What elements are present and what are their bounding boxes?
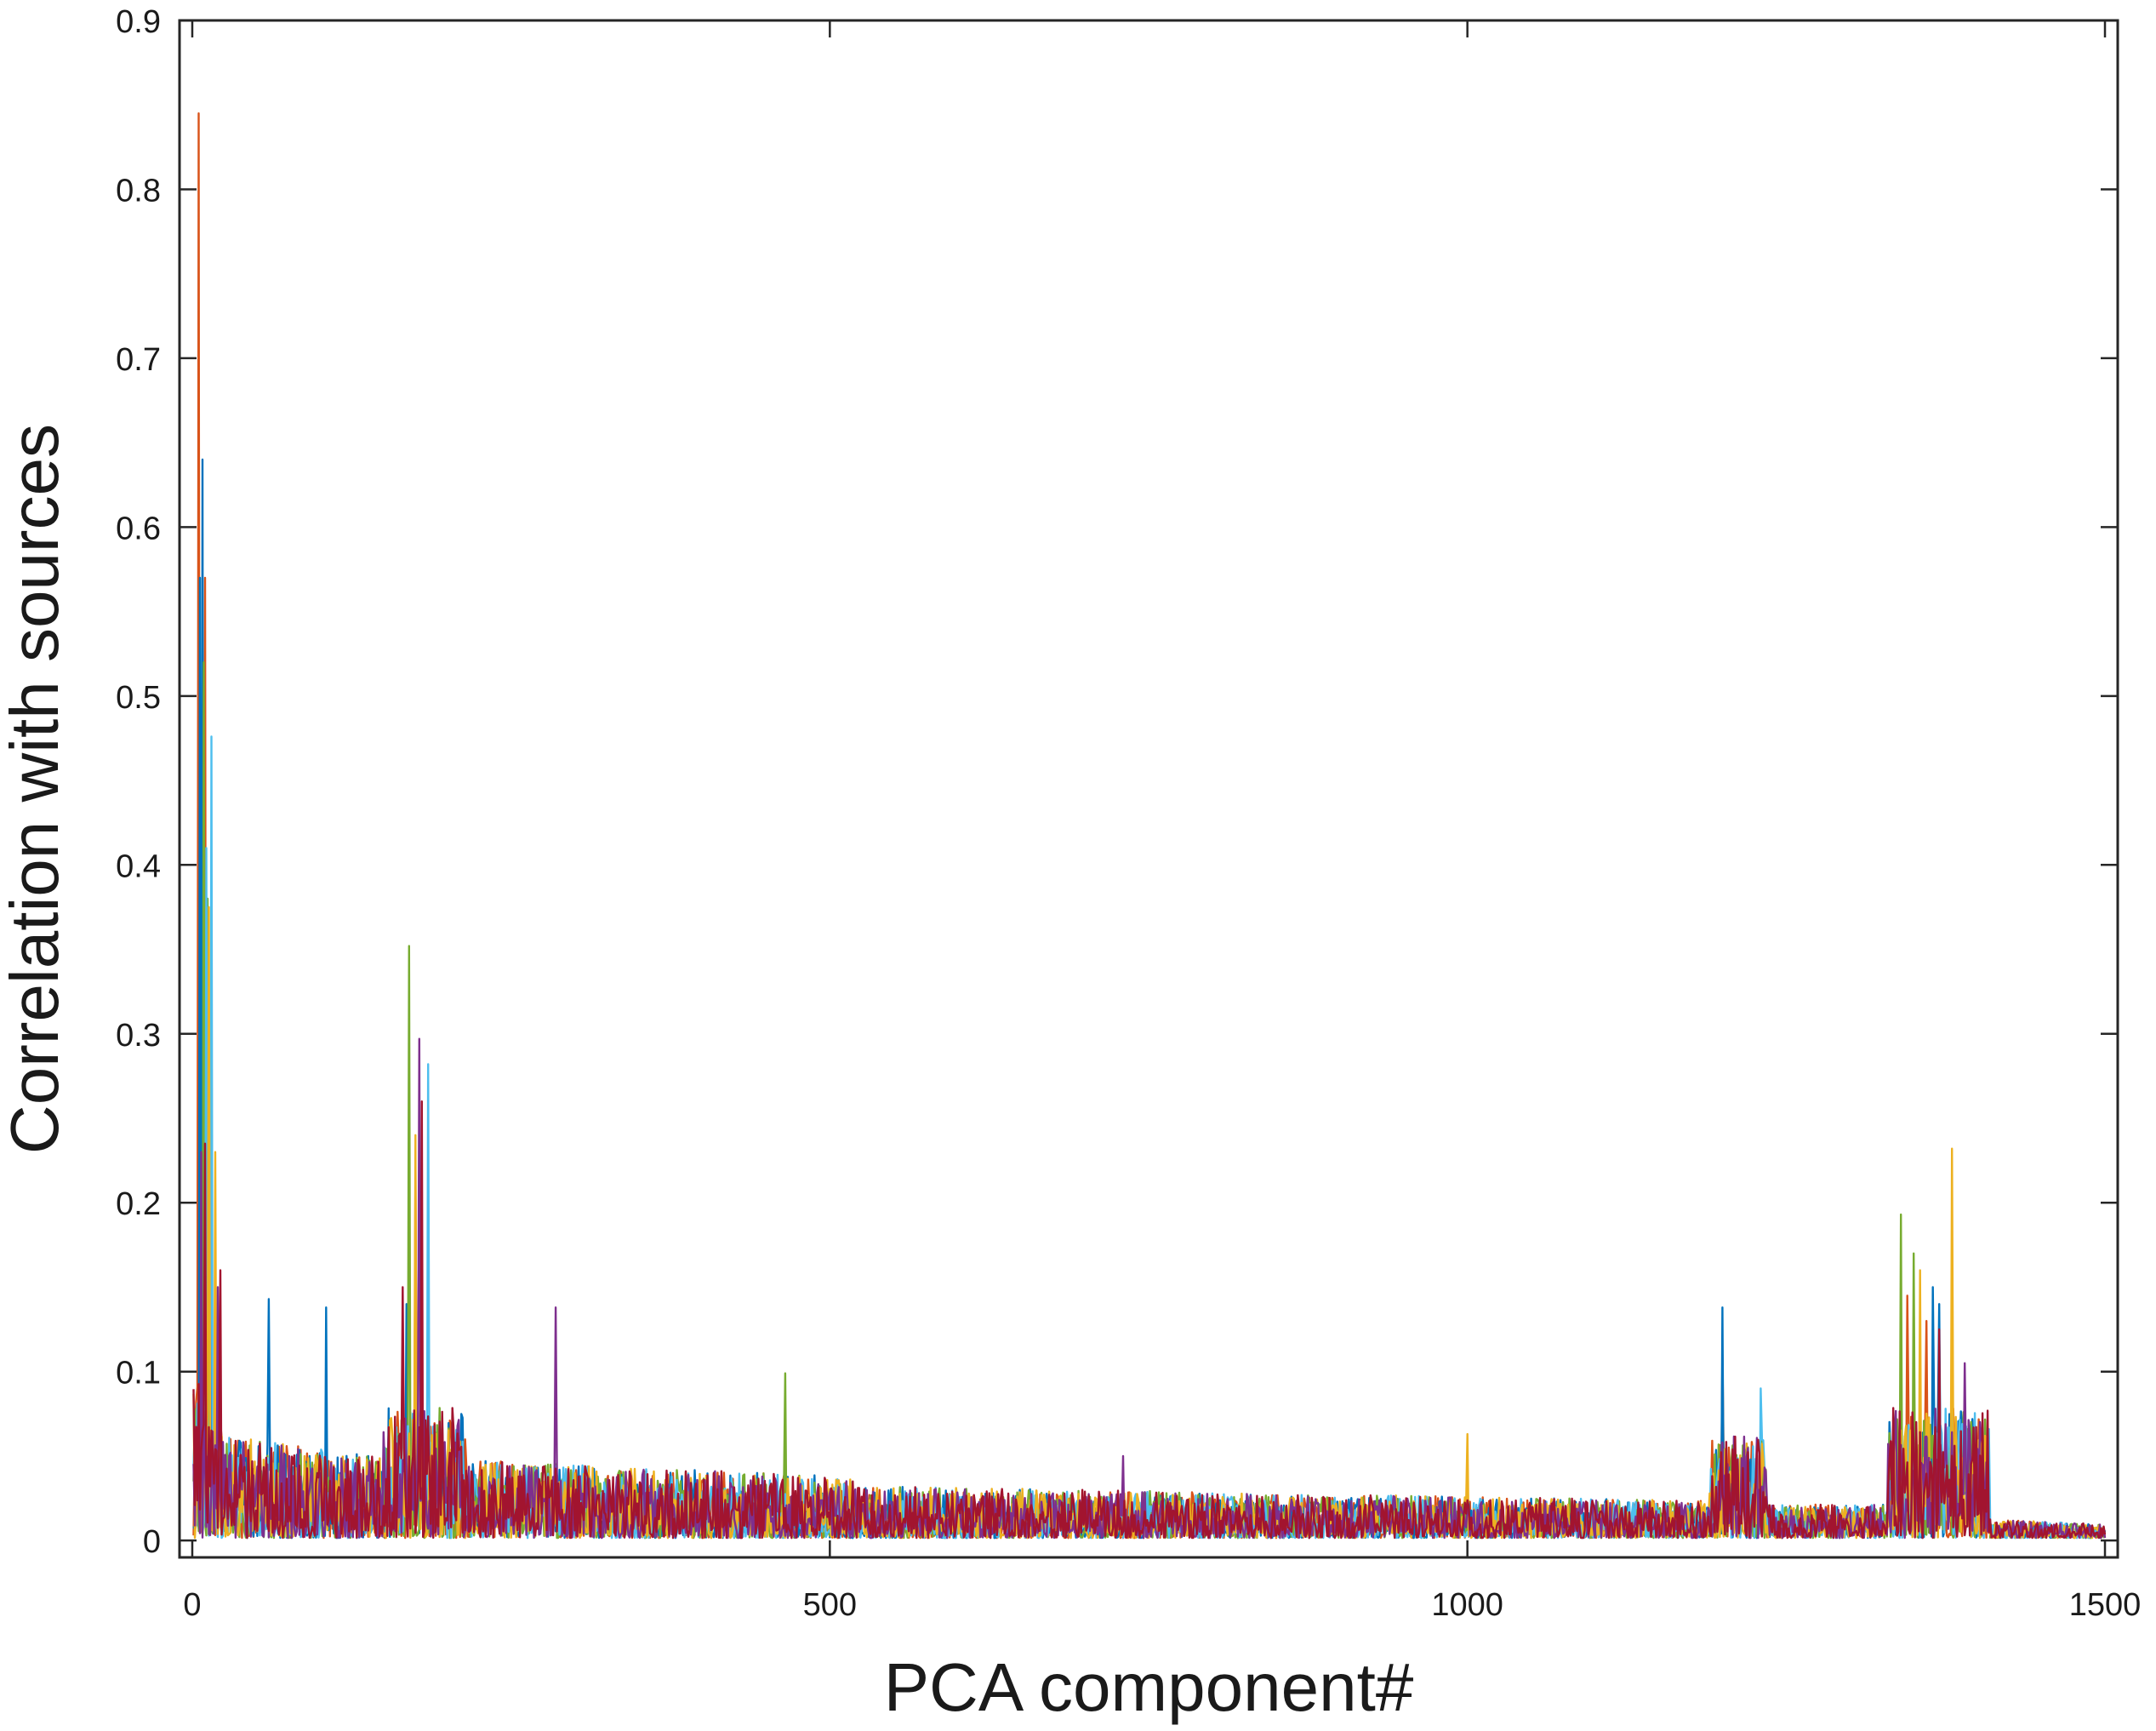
series-line-4 (192, 735, 2107, 1540)
plot-frame (178, 19, 2119, 1559)
y-tick-label: 0.2 (116, 1186, 161, 1222)
series-line-3 (192, 661, 2106, 1540)
y-tick-label: 0.1 (116, 1356, 161, 1391)
y-tick-label: 0.3 (116, 1018, 161, 1054)
x-tick-label: 1000 (1431, 1587, 1503, 1623)
y-tick-label: 0.7 (116, 342, 161, 378)
y-tick-label: 0.9 (116, 4, 161, 40)
x-tick-label: 500 (803, 1587, 857, 1623)
y-tick-label: 0 (143, 1524, 161, 1560)
y-tick-label: 0.4 (116, 848, 161, 884)
x-tick-label: 0 (183, 1587, 201, 1623)
series-line-2 (192, 458, 2107, 1540)
y-tick-label: 0.5 (116, 680, 161, 716)
y-axis-label: Correlation with sources (0, 424, 72, 1154)
series-line-7 (192, 1100, 2107, 1540)
y-tick-label: 0.8 (116, 173, 161, 209)
series-line-5 (192, 905, 2107, 1540)
series-lines (192, 112, 2107, 1540)
x-axis-label: PCA component# (884, 1649, 1414, 1725)
y-tick-label: 0.6 (116, 511, 161, 546)
axis-ticks: 0 500 1000 1500 0 0.1 0.2 0.3 0.4 0.5 0.6 0.7 0.8 0.9 (116, 4, 2141, 1623)
x-tick-label: 1500 (2069, 1587, 2142, 1623)
series-line-1 (192, 112, 2107, 1540)
